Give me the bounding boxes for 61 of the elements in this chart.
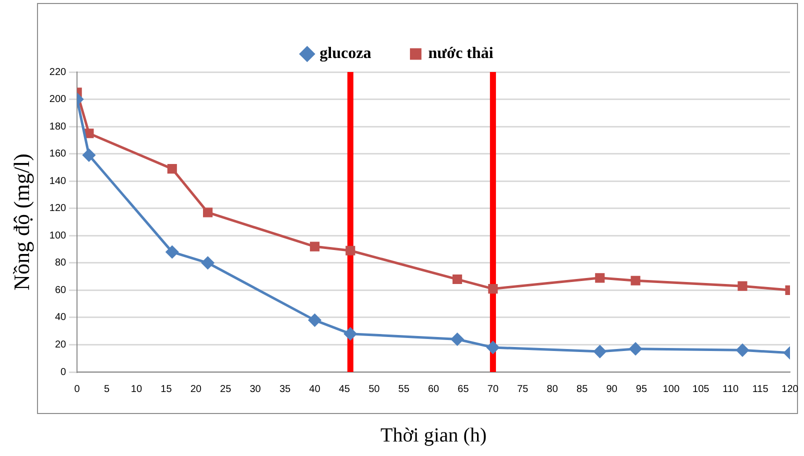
point	[630, 276, 640, 286]
point	[488, 284, 498, 294]
x-tick-label: 65	[458, 384, 470, 395]
y-tick-label: 140	[49, 176, 67, 187]
point	[486, 341, 500, 354]
point	[594, 345, 606, 358]
point	[451, 333, 464, 346]
x-axis-title: Thời gian (h)	[380, 424, 487, 446]
x-tick-label: 60	[428, 384, 440, 395]
x-tick-label: 105	[692, 384, 710, 395]
x-tick-label: 5	[104, 384, 110, 395]
y-axis-title: Nồng độ (mg/l)	[8, 154, 34, 290]
x-tick-label: 45	[338, 384, 350, 395]
point	[202, 256, 214, 270]
y-tick-label: 0	[60, 366, 67, 378]
x-tick-label: 20	[190, 384, 202, 395]
x-tick-label: 70	[487, 384, 499, 395]
x-tick-label: 90	[606, 384, 618, 395]
point	[84, 128, 94, 138]
point	[629, 342, 642, 356]
legend-label: glucoza	[320, 45, 372, 62]
point	[595, 273, 605, 283]
x-tick-label: 80	[546, 384, 558, 395]
x-tick-label: 110	[722, 384, 739, 395]
y-tick-label: 60	[54, 284, 67, 296]
y-tick-label: 200	[49, 94, 67, 106]
y-tick-label: 80	[54, 258, 67, 269]
point	[167, 164, 177, 174]
x-tick-label: 35	[279, 384, 292, 395]
y-tick-label: 120	[49, 203, 67, 214]
x-tick-label: 85	[576, 384, 588, 395]
point	[736, 344, 749, 356]
y-tick-label: 220	[49, 66, 67, 78]
point	[344, 328, 357, 340]
x-tick-label: 55	[398, 384, 410, 395]
y-tick-label: 180	[49, 121, 67, 132]
x-tick-label: 95	[636, 384, 648, 395]
x-tick-label: 30	[250, 384, 262, 395]
point	[738, 281, 748, 291]
y-tick-label: 40	[54, 312, 67, 324]
x-tick-label: 10	[130, 384, 142, 395]
x-tick-label: 50	[368, 384, 380, 395]
point	[452, 274, 462, 284]
x-tick-label: 15	[160, 384, 172, 395]
x-tick-label: 100	[662, 384, 680, 395]
legend-label: nước thải	[428, 45, 494, 62]
point	[310, 242, 320, 252]
point	[203, 208, 213, 218]
x-tick-label: 0	[74, 384, 80, 395]
y-tick-label: 100	[49, 230, 67, 242]
point	[166, 246, 178, 258]
x-tick-label: 75	[517, 384, 529, 395]
point	[308, 314, 321, 326]
y-tick-label: 160	[49, 148, 67, 160]
x-tick-label: 115	[752, 384, 769, 395]
x-tick-label: 40	[309, 384, 321, 395]
y-tick-label: 20	[54, 339, 67, 350]
point	[82, 148, 96, 162]
x-tick-label: 25	[220, 384, 232, 395]
x-tick-label: 120	[782, 384, 799, 395]
point	[346, 246, 356, 256]
